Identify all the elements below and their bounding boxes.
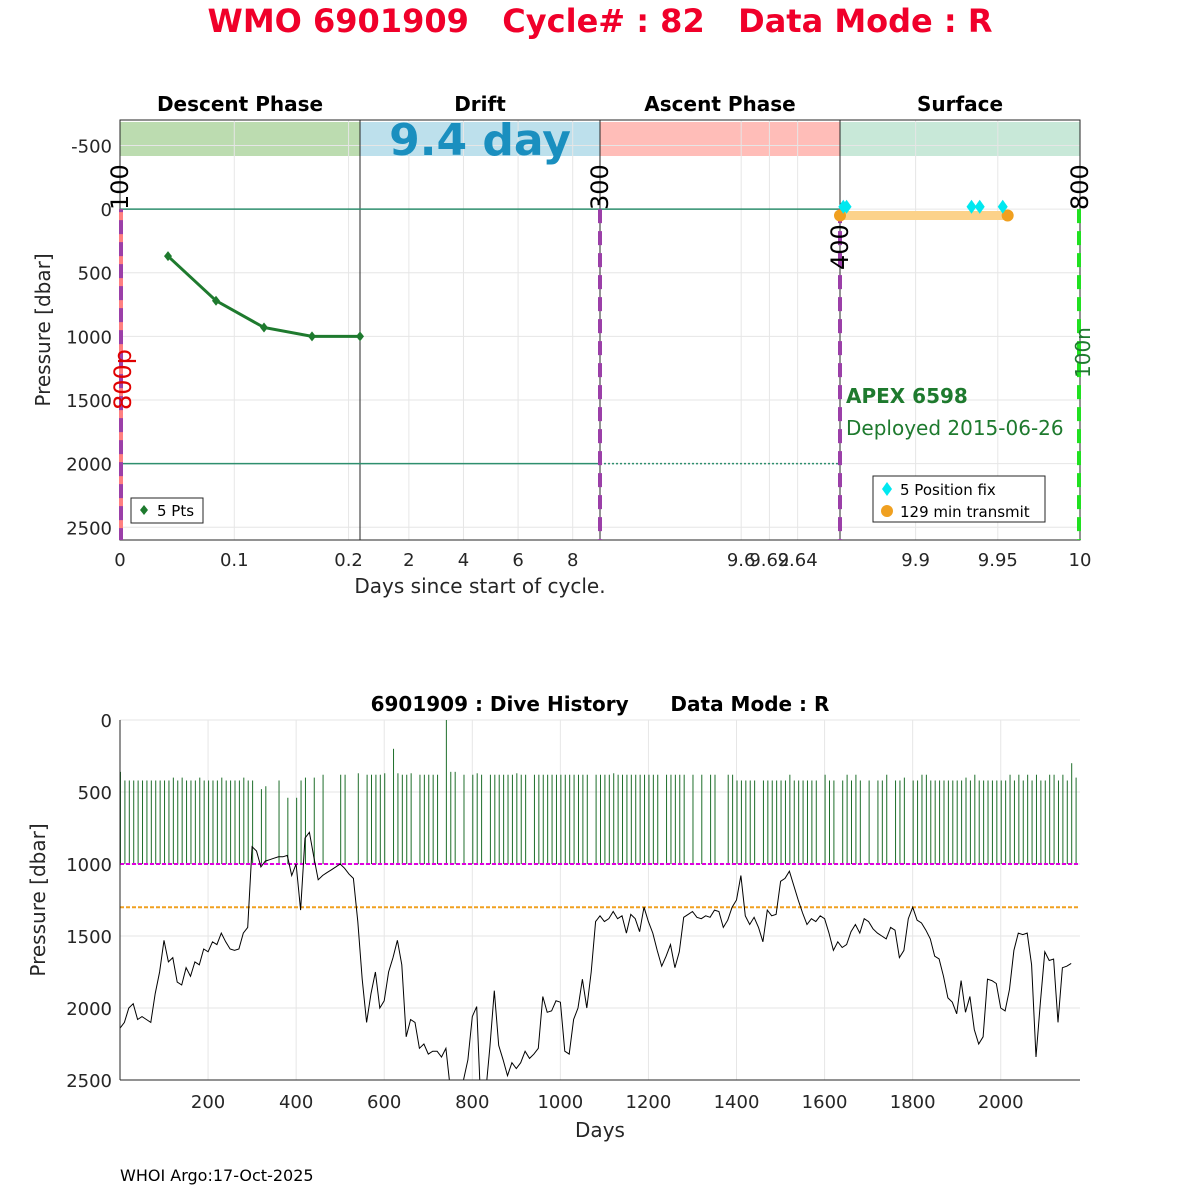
x-tick-label: 1200 [626, 1092, 672, 1113]
transmit-legend-label: 129 min transmit [900, 503, 1030, 521]
footer-credit: WHOI Argo:17-Oct-2025 [120, 1166, 314, 1185]
phase-count-label-0: 100 [106, 164, 134, 210]
y-tick-label: 0 [101, 200, 112, 221]
position-fix-point [966, 199, 977, 214]
x-tick-label: 1000 [537, 1092, 583, 1113]
phase-title-1: Drift [454, 92, 506, 116]
x-tick-label: 1800 [890, 1092, 936, 1113]
descent-point [164, 251, 172, 262]
x-tick-label: 1400 [714, 1092, 760, 1113]
transmit-end-point [1001, 209, 1014, 222]
position-fix-point [974, 199, 985, 214]
x-tick-label: 9.9 [901, 550, 930, 571]
y-tick-label: 500 [78, 264, 112, 285]
y-tick-label: 2000 [66, 999, 112, 1020]
y-tick-label: 2000 [66, 455, 112, 476]
descent-point [356, 331, 364, 342]
y-tick-label: 1000 [66, 855, 112, 876]
x-tick-label: 0.1 [220, 550, 249, 571]
phase-title-2: Ascent Phase [644, 92, 795, 116]
page-title: WMO 6901909 Cycle# : 82 Data Mode : R [207, 2, 993, 40]
x-tick-label: 9.6 [727, 550, 756, 571]
phase-count-label-3: 800 [1066, 164, 1094, 210]
phase-band-1 [360, 122, 600, 156]
phase-band-0 [120, 122, 360, 156]
descent-legend-label: 5 Pts [157, 502, 194, 520]
cycle-profile-chart: Descent Phase Drift Ascent Phase Surface -50… [31, 92, 1095, 598]
y-axis-label: Pressure [dbar] [31, 253, 55, 406]
float-model-label: APEX 6598 [846, 384, 968, 408]
x-tick-label: 400 [279, 1092, 313, 1113]
y-axis-label: Pressure [dbar] [26, 823, 50, 976]
x-axis-label: Days [575, 1118, 625, 1142]
position-fix-point [997, 199, 1008, 214]
y-tick-label: 500 [78, 783, 112, 804]
position-fix-point [841, 199, 852, 214]
y-tick-label: -500 [71, 136, 112, 157]
y-tick-label: 2500 [66, 1071, 112, 1092]
dive-history-title: 6901909 : Dive History Data Mode : R [371, 692, 830, 716]
x-axis-label: Days since start of cycle. [354, 574, 605, 598]
x-tick-label: 2 [403, 550, 414, 571]
y-tick-label: 0 [101, 711, 112, 732]
descent-point [212, 295, 220, 306]
x-tick-label: 10 [1069, 550, 1092, 571]
phase-count-label-2: 400 [826, 224, 854, 270]
bottom-depth-line [120, 831, 1072, 1080]
drift-duration-label: 9.4 day [389, 115, 571, 166]
x-tick-label: 9.64 [778, 550, 818, 571]
x-tick-label: 200 [191, 1092, 225, 1113]
surface-legend-box [872, 475, 1046, 523]
x-tick-label: 800 [455, 1092, 489, 1113]
phase-count-label-1: 300 [586, 164, 614, 210]
y-tick-label: 1500 [66, 391, 112, 412]
descent-legend-marker [140, 505, 148, 515]
x-tick-label: 1600 [802, 1092, 848, 1113]
descent-point [308, 331, 316, 342]
y-tick-label: 2500 [66, 518, 112, 539]
x-tick-label: 600 [367, 1092, 401, 1113]
phase-title-3: Surface [917, 92, 1003, 116]
transmit-legend-marker [881, 505, 893, 517]
y-tick-label: 1000 [66, 327, 112, 348]
surface-annotation: 100n [1071, 327, 1095, 378]
phase-panel-border [599, 119, 841, 541]
x-tick-label: 0 [114, 550, 125, 571]
fix-legend-label: 5 Position fix [900, 481, 996, 499]
fix-legend-marker [882, 482, 892, 496]
deploy-date-label: Deployed 2015-06-26 [846, 416, 1064, 440]
x-tick-label: 6 [512, 550, 523, 571]
phase-band-2 [600, 122, 840, 156]
x-tick-label: 4 [458, 550, 469, 571]
bottom-chart-plot-area [120, 720, 1080, 1080]
x-tick-label: 0.2 [334, 550, 363, 571]
phase-panel-border [359, 119, 601, 541]
x-tick-label: 8 [567, 550, 578, 571]
y-tick-label: 1500 [66, 927, 112, 948]
phase-panel-border [119, 119, 361, 541]
descent-annotation: 800p [109, 349, 137, 410]
phase-band-3 [840, 122, 1080, 156]
dive-history-chart: 0 500 1000 1500 2000 2500 200 400 600 800 1000 1200… [26, 692, 1080, 1142]
x-tick-label: 2000 [978, 1092, 1024, 1113]
descent-point [260, 322, 268, 333]
x-tick-label: 9.62 [749, 550, 789, 571]
x-tick-label: 9.95 [978, 550, 1018, 571]
phase-title-0: Descent Phase [157, 92, 323, 116]
